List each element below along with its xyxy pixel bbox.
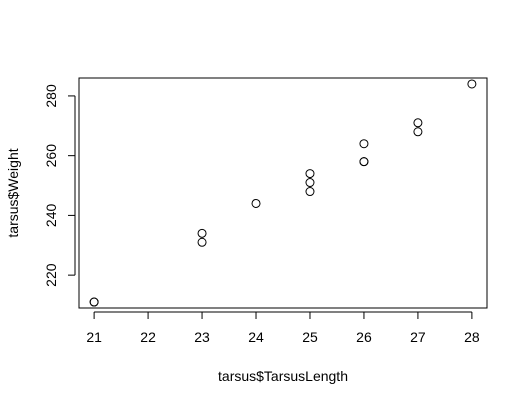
data-point <box>413 127 423 137</box>
y-tick-label: 220 <box>43 263 59 287</box>
data-point <box>197 237 207 247</box>
x-tick-label: 28 <box>464 329 480 345</box>
x-tick-label: 23 <box>194 329 210 345</box>
data-point <box>89 297 99 307</box>
data-point <box>359 157 369 167</box>
x-tick-label: 24 <box>248 329 264 345</box>
data-point <box>413 118 423 128</box>
x-tick-label: 26 <box>356 329 372 345</box>
data-point <box>251 198 261 208</box>
x-tick-label: 21 <box>86 329 102 345</box>
data-point <box>305 187 315 197</box>
y-tick-label: 240 <box>43 204 59 228</box>
x-axis: 21 22 23 24 25 26 27 28 <box>86 311 480 345</box>
data-point <box>467 79 477 89</box>
y-axis-title: tarsus$Weight <box>5 148 21 237</box>
y-axis: 220 240 260 280 <box>43 84 76 287</box>
x-tick-label: 25 <box>302 329 318 345</box>
data-point <box>359 139 369 149</box>
data-point <box>197 228 207 238</box>
points-layer <box>89 79 477 307</box>
y-tick-label: 280 <box>43 84 59 108</box>
x-axis-title: tarsus$TarsusLength <box>218 368 348 384</box>
plot-box <box>78 77 488 309</box>
data-point <box>305 178 315 188</box>
x-tick-label: 27 <box>410 329 426 345</box>
data-point <box>305 169 315 179</box>
x-tick-label: 22 <box>140 329 156 345</box>
y-tick-label: 260 <box>43 144 59 168</box>
